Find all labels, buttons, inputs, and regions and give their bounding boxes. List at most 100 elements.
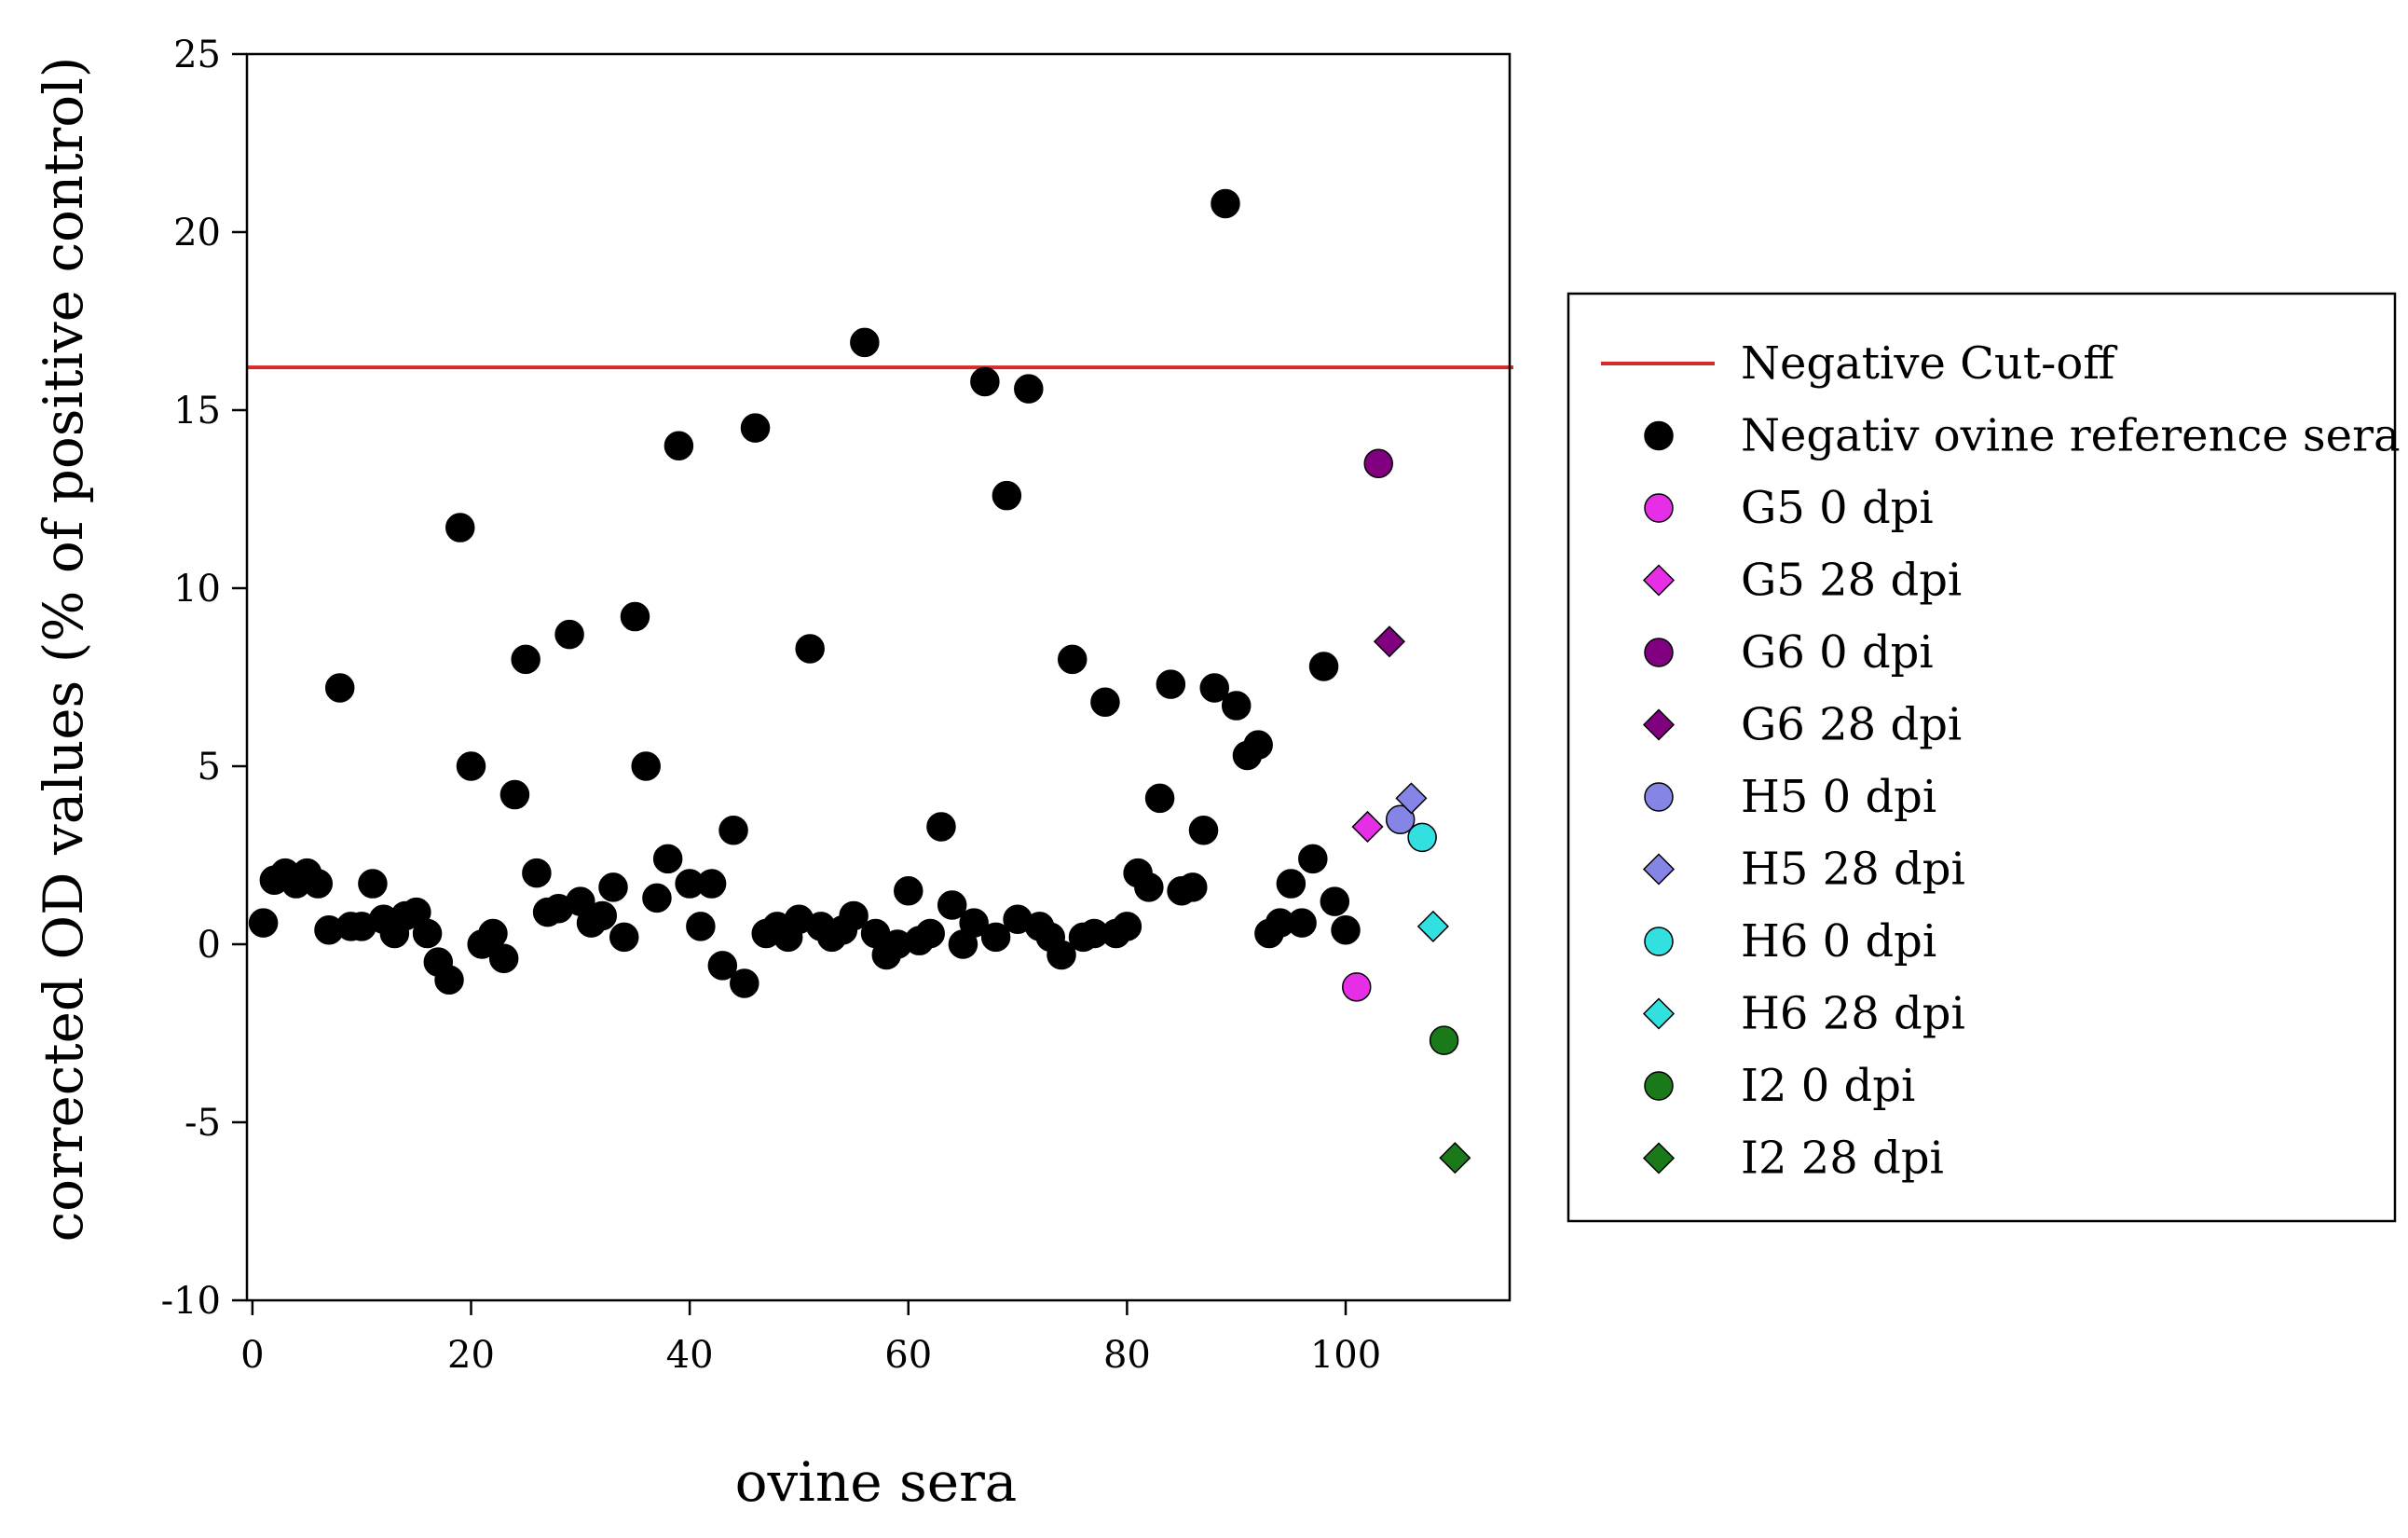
legend-symbol xyxy=(1642,853,1676,886)
reference-serum-point xyxy=(839,900,869,931)
sample-point xyxy=(1385,804,1416,835)
reference-serum-point xyxy=(1178,872,1208,902)
reference-serum-point xyxy=(1134,872,1164,902)
reference-serum-point xyxy=(795,634,825,664)
legend-symbol xyxy=(1642,1142,1676,1174)
legend-label: H5 28 dpi xyxy=(1741,844,1965,896)
legend: Negative Cut-off Negativ ovine reference … xyxy=(1567,292,2401,1223)
reference-serum-point xyxy=(970,366,1000,397)
reference-serum-point xyxy=(620,601,650,632)
reference-serum-point xyxy=(959,908,989,938)
reference-serum-point xyxy=(664,431,694,460)
reference-serum-point xyxy=(1199,673,1229,703)
reference-serum-point xyxy=(937,890,967,920)
reference-serum-point xyxy=(915,918,945,949)
axes: -10 -5 0 5 10 15 20 25 0 20 40 60 80 100 ovine sera cor… xyxy=(32,34,1512,1514)
reference-serum-point xyxy=(1331,914,1361,945)
reference-serum-point xyxy=(456,751,486,781)
reference-serum-point xyxy=(303,869,334,899)
reference-serum-point xyxy=(686,912,716,941)
reference-serum-point xyxy=(707,951,738,981)
reference-serum-point xyxy=(1047,940,1076,970)
y-tick-label: -5 xyxy=(185,1102,221,1145)
legend-symbol xyxy=(1644,927,1674,956)
y-tick-label: 25 xyxy=(173,34,221,76)
sample-point xyxy=(1416,910,1449,942)
x-tick-label: 60 xyxy=(884,1334,932,1377)
reference-serum-point xyxy=(1221,691,1252,721)
plot-frame xyxy=(245,52,1512,1302)
sample-point xyxy=(1363,448,1393,479)
reference-serum-point xyxy=(478,918,508,949)
y-tick-label: -10 xyxy=(161,1280,221,1323)
reference-serum-point xyxy=(642,883,672,913)
reference-serum-point xyxy=(1144,783,1175,814)
reference-serum-point xyxy=(488,943,519,974)
reference-serum-point xyxy=(696,869,727,899)
reference-serum-point xyxy=(1320,886,1350,916)
reference-serum-point xyxy=(1211,188,1240,219)
reference-serum-point xyxy=(1308,652,1339,681)
plot-area xyxy=(247,188,1513,1174)
sample-point xyxy=(1407,822,1437,853)
reference-serum-point xyxy=(631,751,661,781)
legend-label: G5 0 dpi xyxy=(1741,482,1934,534)
legend-label: I2 28 dpi xyxy=(1741,1133,1944,1185)
reference-serum-point xyxy=(718,816,748,845)
legend-label: H5 0 dpi xyxy=(1741,771,1936,823)
reference-serum-point xyxy=(1188,816,1219,845)
reference-serum-point xyxy=(248,908,279,938)
legend-label: G5 28 dpi xyxy=(1741,555,1962,607)
y-tick-label: 20 xyxy=(173,212,221,254)
reference-serum-point xyxy=(609,922,639,953)
reference-serum-point xyxy=(499,779,530,810)
reference-serum-point xyxy=(554,619,584,650)
legend-symbol xyxy=(1644,638,1674,667)
reference-serum-point xyxy=(1014,374,1044,404)
y-tick-label: 10 xyxy=(173,568,221,611)
legend-label: G6 0 dpi xyxy=(1741,626,1934,679)
x-tick-label: 20 xyxy=(447,1334,495,1377)
legend-label: Negativ ovine reference sera xyxy=(1741,410,2401,462)
reference-serum-point xyxy=(1243,730,1273,760)
reference-serum-point xyxy=(730,968,759,998)
reference-serum-point xyxy=(412,918,443,949)
sample-point xyxy=(1373,625,1406,658)
reference-serum-point xyxy=(652,844,683,874)
legend-label: I2 0 dpi xyxy=(1741,1060,1915,1112)
x-tick-label: 100 xyxy=(1310,1334,1381,1377)
legend-symbol xyxy=(1642,564,1676,597)
legend-label: H6 28 dpi xyxy=(1741,988,1965,1040)
reference-serum-point xyxy=(358,869,388,899)
legend-box xyxy=(1567,292,2397,1223)
legend-symbol xyxy=(1644,1071,1674,1101)
reference-serum-point xyxy=(522,858,552,888)
legend-symbol xyxy=(1642,708,1676,741)
x-tick-label: 80 xyxy=(1103,1334,1151,1377)
legend-symbol xyxy=(1642,997,1676,1030)
sample-point xyxy=(1395,782,1428,815)
sample-point xyxy=(1342,972,1372,1002)
x-tick-label: 40 xyxy=(666,1334,714,1377)
reference-serum-point xyxy=(894,875,924,906)
reference-serum-point xyxy=(1090,687,1120,717)
y-tick-label: 15 xyxy=(173,390,221,433)
reference-serum-point xyxy=(598,872,628,902)
reference-serum-point xyxy=(1276,869,1307,899)
reference-serum-point xyxy=(850,327,880,358)
reference-serum-point xyxy=(1112,912,1142,941)
x-axis-title: ovine sera xyxy=(735,1450,1018,1514)
reference-serum-point xyxy=(992,480,1022,511)
reference-serum-point xyxy=(445,513,475,542)
sample-point xyxy=(1429,1025,1459,1055)
legend-symbol xyxy=(1644,493,1674,523)
reference-serum-point xyxy=(1156,669,1186,699)
reference-serum-point xyxy=(1298,844,1328,874)
reference-serum-point xyxy=(926,812,956,842)
reference-serum-point xyxy=(587,900,618,931)
reference-serum-point xyxy=(1287,908,1317,938)
y-axis-title: corrected OD values (% of positive contr… xyxy=(32,57,95,1243)
legend-label: H6 0 dpi xyxy=(1741,915,1936,968)
sample-point xyxy=(1351,810,1384,844)
